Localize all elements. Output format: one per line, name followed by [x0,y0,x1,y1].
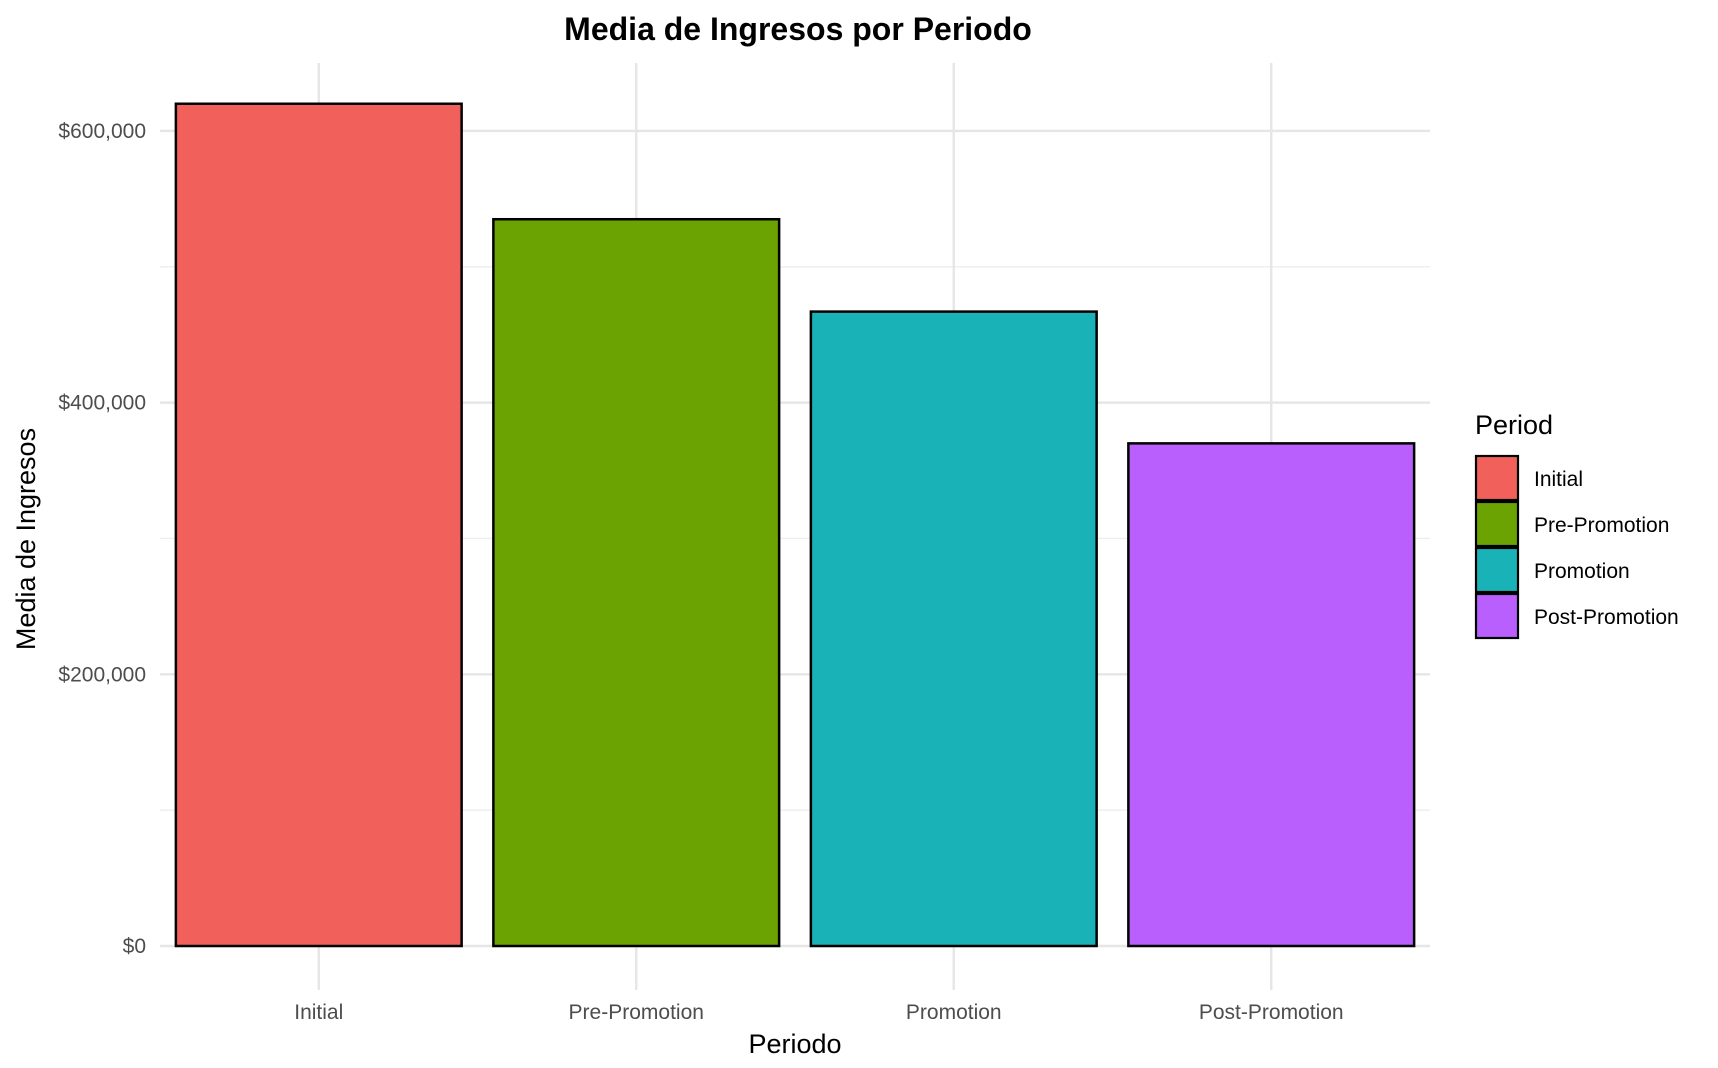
y-tick-label: $600,000 [58,120,146,143]
y-tick-label: $200,000 [58,663,146,686]
y-tick-label: $0 [123,935,146,958]
bar-post-promotion [1127,442,1416,948]
chart-title: Media de Ingresos por Periodo [564,11,1032,47]
x-axis-ticks: Initial Pre-Promotion Promotion Post-Promot… [294,1001,1343,1024]
y-axis-ticks: $0 $200,000 $400,000 $600,000 [58,120,146,958]
legend-label: Post-Promotion [1534,606,1679,629]
bar-initial [174,102,463,948]
legend-key [1474,592,1520,640]
bar-promotion [809,310,1098,948]
x-tick-label: Initial [294,1001,343,1024]
legend: Period Initial Pre-Promotion Promotion Post… [1474,410,1679,640]
legend-title: Period [1475,410,1553,440]
x-axis-title: Periodo [748,1029,841,1059]
bars [174,102,1416,948]
y-axis-title: Media de Ingresos [11,428,41,650]
x-tick-label: Post-Promotion [1199,1001,1344,1024]
x-tick-label: Promotion [906,1001,1002,1024]
legend-key [1474,454,1520,502]
legend-label: Initial [1534,468,1583,491]
legend-label: Pre-Promotion [1534,514,1669,537]
legend-label: Promotion [1534,560,1630,583]
x-tick-label: Pre-Promotion [569,1001,704,1024]
legend-key [1474,500,1520,548]
bar-pre-promotion [492,217,781,948]
legend-key [1474,546,1520,594]
y-tick-label: $400,000 [58,392,146,415]
